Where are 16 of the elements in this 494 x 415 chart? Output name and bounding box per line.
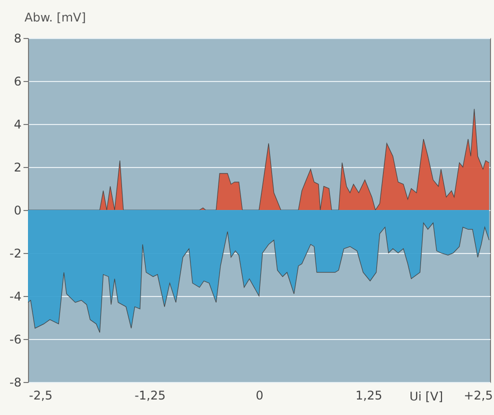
y-tick-label: 2 — [14, 160, 22, 174]
y-axis-title: Abw. [mV] — [24, 10, 86, 24]
y-tick-label: 6 — [14, 74, 22, 88]
x-tick-label: 1,25 — [356, 388, 382, 402]
x-tick-label: -2,5 — [29, 388, 52, 402]
y-tick-label: -4 — [10, 290, 22, 304]
x-axis-title: Ui [V] — [410, 390, 444, 404]
y-tick-label: 8 — [14, 32, 22, 46]
y-tick-label: 0 — [14, 204, 22, 218]
y-tick-label: -2 — [10, 246, 22, 260]
x-tick-label: -1,25 — [134, 388, 166, 402]
y-tick-label: -8 — [10, 376, 22, 390]
y-tick-label: -6 — [10, 332, 22, 346]
x-tick-label: +2,5 — [464, 388, 493, 402]
x-tick-label: 0 — [256, 388, 264, 402]
y-tick-label: 4 — [14, 118, 22, 132]
